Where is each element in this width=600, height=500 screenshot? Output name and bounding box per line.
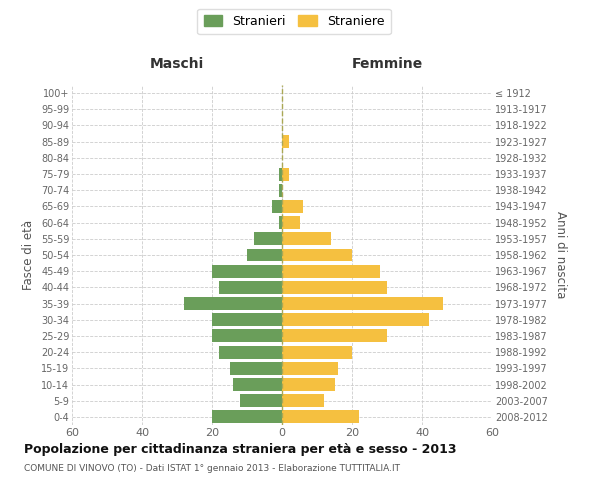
Bar bbox=[282, 297, 443, 310]
Bar bbox=[278, 216, 282, 229]
Bar bbox=[282, 232, 331, 245]
Bar bbox=[278, 168, 282, 180]
Bar bbox=[282, 314, 429, 326]
Bar bbox=[278, 184, 282, 196]
Bar bbox=[212, 410, 282, 424]
Bar bbox=[282, 135, 289, 148]
Bar bbox=[212, 264, 282, 278]
Bar bbox=[229, 362, 282, 375]
Bar bbox=[282, 168, 289, 180]
Bar bbox=[282, 378, 335, 391]
Bar bbox=[282, 281, 387, 294]
Bar bbox=[240, 394, 282, 407]
Text: COMUNE DI VINOVO (TO) - Dati ISTAT 1° gennaio 2013 - Elaborazione TUTTITALIA.IT: COMUNE DI VINOVO (TO) - Dati ISTAT 1° ge… bbox=[24, 464, 400, 473]
Bar bbox=[282, 346, 352, 358]
Bar bbox=[282, 410, 359, 424]
Bar bbox=[254, 232, 282, 245]
Bar bbox=[282, 200, 303, 213]
Y-axis label: Anni di nascita: Anni di nascita bbox=[554, 212, 567, 298]
Bar bbox=[219, 281, 282, 294]
Bar bbox=[282, 248, 352, 262]
Bar bbox=[219, 346, 282, 358]
Legend: Stranieri, Straniere: Stranieri, Straniere bbox=[197, 8, 391, 34]
Text: Femmine: Femmine bbox=[352, 58, 422, 71]
Bar bbox=[282, 330, 387, 342]
Bar bbox=[247, 248, 282, 262]
Bar bbox=[282, 394, 324, 407]
Bar bbox=[212, 330, 282, 342]
Text: Maschi: Maschi bbox=[150, 58, 204, 71]
Bar bbox=[271, 200, 282, 213]
Bar bbox=[212, 314, 282, 326]
Y-axis label: Fasce di età: Fasce di età bbox=[22, 220, 35, 290]
Bar bbox=[282, 362, 338, 375]
Bar bbox=[233, 378, 282, 391]
Bar bbox=[282, 264, 380, 278]
Bar bbox=[282, 216, 299, 229]
Bar bbox=[184, 297, 282, 310]
Text: Popolazione per cittadinanza straniera per età e sesso - 2013: Popolazione per cittadinanza straniera p… bbox=[24, 442, 457, 456]
